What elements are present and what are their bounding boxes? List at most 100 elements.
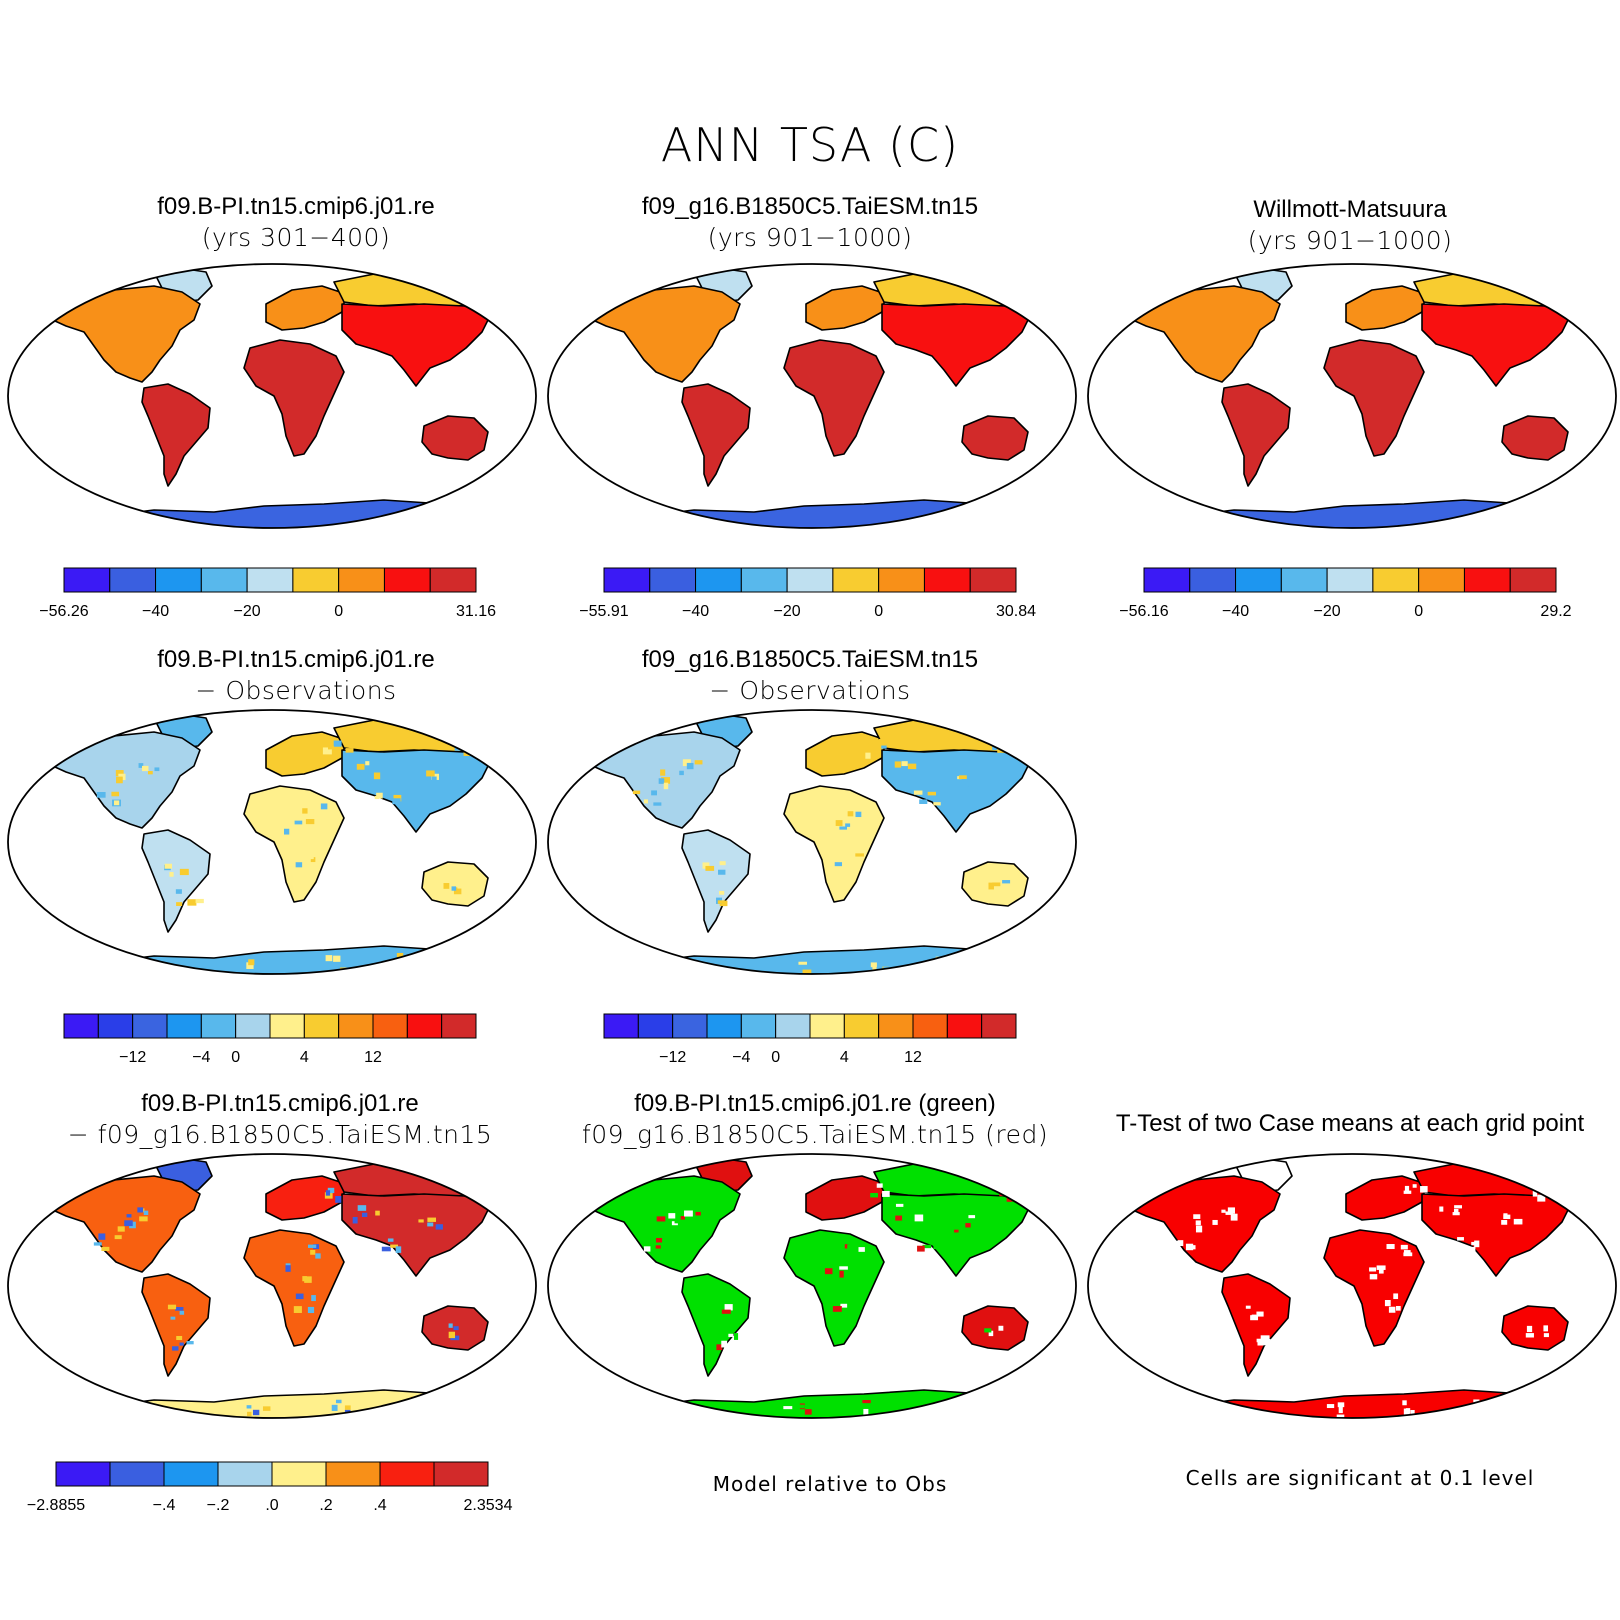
texture-cell bbox=[141, 765, 149, 772]
colorbar-segment bbox=[832, 567, 880, 593]
texture-cell bbox=[187, 899, 197, 906]
texture-cell bbox=[661, 777, 671, 784]
texture-cell bbox=[1403, 1252, 1413, 1257]
texture-cell bbox=[393, 794, 402, 802]
texture-cell bbox=[367, 770, 373, 776]
texture-cell bbox=[1337, 1402, 1345, 1408]
colorbar-segment bbox=[1326, 567, 1374, 593]
panel-title-2-line1: f09_g16.B1850C5.TaiESM.tn15 bbox=[641, 193, 979, 220]
land-sa bbox=[681, 1273, 751, 1377]
panel-title-4-line2: − Observations bbox=[195, 676, 397, 705]
note-significance: Cells are significant at 0.1 level bbox=[1185, 1466, 1535, 1490]
texture-cell bbox=[830, 831, 839, 836]
colorbar-segment bbox=[155, 567, 202, 593]
texture-cell bbox=[998, 1325, 1004, 1331]
texture-cell bbox=[668, 1213, 676, 1219]
texture-cell bbox=[453, 887, 462, 895]
texture-cell bbox=[1177, 1240, 1184, 1247]
land-sa bbox=[141, 1273, 211, 1377]
texture-cell bbox=[988, 1330, 994, 1337]
texture-cell bbox=[984, 1328, 992, 1333]
colorbar-segment bbox=[775, 1013, 811, 1039]
colorbar-3: −56.16 −40 −20 0 29.2 bbox=[1119, 567, 1572, 620]
texture-cell bbox=[246, 962, 254, 969]
land-sa bbox=[141, 829, 211, 933]
map-land-group bbox=[583, 713, 1045, 974]
panel-title-8-line1: T-Test of two Case means at each grid po… bbox=[1115, 1110, 1585, 1137]
texture-cell bbox=[311, 1295, 316, 1302]
panel-title-5: f09_g16.B1850C5.TaiESM.tn15 − Observatio… bbox=[540, 648, 1080, 704]
colorbar-segment bbox=[740, 567, 788, 593]
texture-cell bbox=[1403, 1190, 1412, 1194]
texture-cell bbox=[1251, 1314, 1257, 1319]
texture-cell bbox=[293, 1306, 302, 1313]
texture-cell bbox=[328, 745, 334, 750]
texture-cell bbox=[294, 820, 303, 825]
land-as bbox=[881, 303, 1033, 387]
texture-cell bbox=[844, 1265, 852, 1273]
colorbar-segment bbox=[969, 567, 1017, 593]
texture-cell bbox=[1403, 1408, 1410, 1415]
texture-cell bbox=[1471, 1241, 1476, 1246]
panel-title-2: f09_g16.B1850C5.TaiESM.tn15 (yrs 901−100… bbox=[540, 193, 1080, 251]
texture-cell bbox=[1221, 1209, 1226, 1213]
texture-cell bbox=[1468, 1246, 1476, 1252]
colorbar-tick-label: 4 bbox=[840, 1049, 849, 1066]
texture-cell bbox=[1378, 1267, 1384, 1274]
map-land-group bbox=[583, 1157, 1045, 1418]
texture-cell bbox=[333, 955, 341, 962]
map-border bbox=[1087, 263, 1617, 529]
colorbar-segment bbox=[981, 1013, 1017, 1039]
texture-cell bbox=[443, 883, 450, 889]
texture-cell bbox=[914, 1214, 924, 1222]
texture-cell bbox=[783, 1406, 793, 1410]
texture-cell bbox=[862, 1399, 871, 1404]
texture-cell bbox=[958, 775, 967, 780]
texture-cell bbox=[1212, 1219, 1218, 1225]
texture-cell bbox=[1195, 1225, 1203, 1233]
map-border bbox=[7, 263, 537, 529]
land-as bbox=[341, 749, 493, 833]
texture-cell bbox=[1388, 1306, 1396, 1313]
texture-cell bbox=[124, 1220, 133, 1227]
map-panel-3 bbox=[1084, 260, 1620, 532]
colorbar-tick-label: 0 bbox=[874, 603, 883, 620]
texture-cell bbox=[712, 1315, 720, 1321]
texture-cell bbox=[721, 1309, 731, 1314]
colorbar-tick-label: 29.2 bbox=[1540, 603, 1571, 620]
texture-cell bbox=[651, 790, 657, 796]
panel-title-4-line1: f09.B-PI.tn15.cmip6.j01.re bbox=[157, 646, 435, 673]
note-relative: Model relative to Obs bbox=[712, 1472, 948, 1496]
map-panel-1 bbox=[4, 260, 540, 532]
texture-cell bbox=[1393, 1293, 1399, 1300]
colorbar-segment bbox=[843, 1013, 880, 1039]
texture-cell bbox=[427, 1217, 437, 1222]
texture-cell bbox=[719, 861, 726, 866]
land-af bbox=[1323, 1229, 1425, 1347]
land-af bbox=[243, 1229, 345, 1347]
colorbar-segment bbox=[878, 567, 925, 593]
colorbar-segment bbox=[649, 567, 697, 593]
land-eu bbox=[805, 731, 887, 777]
colorbar-segment bbox=[372, 1013, 408, 1039]
texture-cell bbox=[1369, 1267, 1377, 1272]
colorbar-segment bbox=[338, 1013, 374, 1039]
texture-cell bbox=[310, 857, 316, 863]
colorbar-tick-label: 0 bbox=[334, 603, 343, 620]
panel-title-3-line2: (yrs 901−1000) bbox=[1247, 226, 1453, 255]
land-eu bbox=[265, 285, 347, 331]
texture-cell bbox=[453, 1326, 459, 1331]
texture-cell bbox=[933, 1244, 941, 1250]
texture-cell bbox=[680, 1216, 685, 1220]
texture-cell bbox=[247, 1411, 252, 1417]
colorbar-1: −56.26 −40 −20 0 31.16 bbox=[39, 567, 496, 620]
texture-cell bbox=[871, 1400, 879, 1407]
texture-cell bbox=[965, 1223, 971, 1228]
texture-cell bbox=[1230, 1213, 1238, 1221]
colorbar-segment bbox=[406, 1013, 443, 1039]
map-border bbox=[547, 709, 1077, 975]
land-na bbox=[43, 1175, 201, 1273]
land-eu bbox=[805, 285, 887, 331]
texture-cell bbox=[1412, 1184, 1417, 1188]
texture-cell bbox=[996, 1196, 1003, 1203]
